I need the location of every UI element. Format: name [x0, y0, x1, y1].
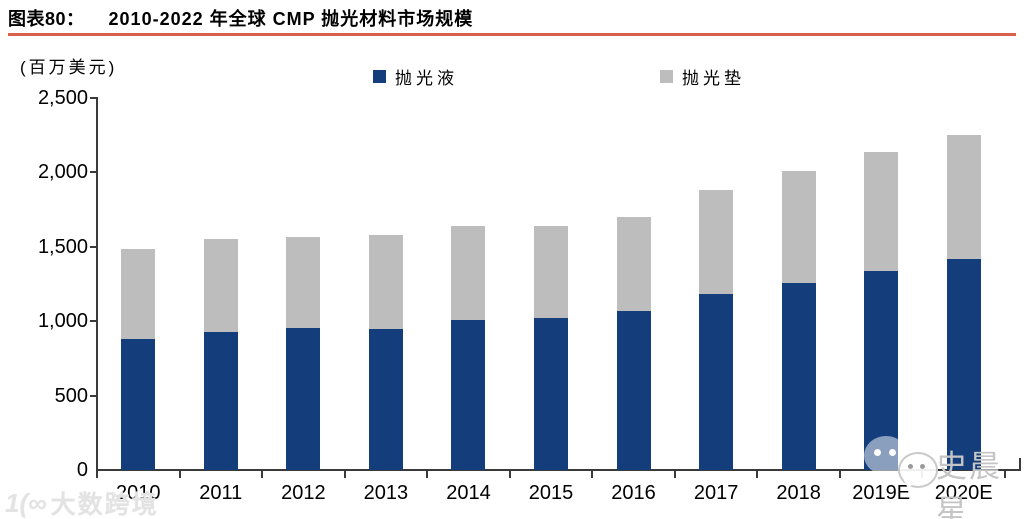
- dashukuajing-logo-text: 大数跨境: [50, 491, 159, 519]
- x-tick-label: 2016: [611, 482, 656, 504]
- x-axis-line: [96, 469, 1021, 471]
- bar-segment-s0-2018: [781, 282, 816, 470]
- bar-segment-s1-2013: [368, 234, 403, 329]
- bar-segment-s0-2013: [368, 328, 403, 470]
- bar-segment-s0-2020E: [946, 259, 981, 470]
- y-tick-label: 1,000: [37, 310, 88, 333]
- x-axis-tick: [96, 471, 98, 478]
- y-axis-unit-label: (百万美元): [20, 58, 118, 77]
- x-tick-label: 2019E: [852, 482, 911, 504]
- bar-segment-s1-2015: [534, 225, 568, 319]
- legend-item-pad: 抛光垫: [660, 64, 745, 89]
- bar-segment-s1-2019E: [864, 151, 899, 271]
- bar-segment-s1-2011: [203, 239, 238, 332]
- bar-segment-s1-2018: [781, 170, 816, 283]
- x-axis-tick: [178, 471, 181, 478]
- y-axis-tick: [90, 320, 96, 323]
- x-tick-label: 2011: [199, 482, 243, 504]
- x-tick-label: 2014: [446, 482, 491, 504]
- x-axis-tick: [343, 471, 346, 478]
- bar-segment-s1-2014: [451, 225, 486, 320]
- y-tick-label: 0: [76, 459, 88, 481]
- bar-segment-s1-2020E: [946, 135, 981, 260]
- dashukuajing-logo-icon: 1(∞: [5, 487, 47, 518]
- y-tick-label: 1,500: [37, 235, 88, 258]
- x-tick-label: 2012: [281, 482, 326, 504]
- watermark-site-logo: 1(∞ 大数跨境: [5, 485, 159, 519]
- bar-segment-s0-2016: [616, 310, 651, 470]
- legend-swatch-blue: [373, 70, 386, 83]
- y-axis-tick: [90, 97, 96, 99]
- chat-bubble-small-icon: [898, 452, 938, 492]
- y-tick-label: 2,500: [37, 87, 88, 109]
- figure-number-label: 图表80：: [8, 9, 85, 29]
- bar-segment-s1-2017: [699, 190, 734, 295]
- bar-segment-s1-2016: [616, 217, 651, 311]
- x-axis-tick: [838, 471, 841, 478]
- x-axis-tick: [591, 471, 594, 478]
- bar-segment-s0-2011: [203, 331, 238, 470]
- x-axis-tick: [1004, 471, 1006, 478]
- x-axis-tick: [508, 471, 511, 478]
- x-tick-label: 2018: [776, 482, 821, 504]
- bubble-eye-icon: [920, 464, 925, 469]
- y-tick-label: 2,000: [37, 161, 88, 184]
- x-tick-label: 2020E: [934, 482, 993, 504]
- watermark-author: 史晨星: [936, 449, 1002, 519]
- x-axis-end-cap: [1019, 458, 1021, 471]
- x-axis-tick: [261, 471, 264, 478]
- x-axis-tick: [756, 471, 759, 478]
- figure-header: 图表80： 2010-2022 年全球 CMP 抛光材料市场规模: [8, 5, 473, 31]
- legend-label-pad: 抛光垫: [682, 69, 745, 88]
- bar-segment-s0-2010: [121, 339, 156, 470]
- bubble-eye-icon: [874, 449, 881, 456]
- bubble-eye-icon: [889, 449, 896, 456]
- bar-segment-s0-2012: [286, 327, 321, 470]
- legend-swatch-gray: [660, 70, 673, 83]
- x-tick-label: 2013: [363, 482, 409, 504]
- bubble-eye-icon: [908, 464, 913, 469]
- x-tick-label: 2017: [693, 482, 739, 504]
- x-tick-label: 2010: [116, 482, 161, 504]
- title-underline-rule: [8, 33, 1016, 36]
- x-axis-tick: [673, 471, 676, 478]
- bar-segment-s1-2012: [286, 237, 321, 328]
- figure-title: 2010-2022 年全球 CMP 抛光材料市场规模: [108, 9, 474, 29]
- bar-segment-s0-2014: [451, 319, 486, 470]
- bar-segment-s0-2017: [699, 294, 734, 470]
- bar-segment-s1-2010: [121, 249, 156, 340]
- y-axis-tick: [90, 171, 96, 174]
- x-tick-label: 2015: [528, 482, 574, 504]
- x-axis-tick: [426, 471, 429, 478]
- legend-item-slurry: 抛光液: [373, 64, 458, 89]
- y-axis-tick: [90, 394, 96, 397]
- y-axis-tick: [90, 245, 96, 248]
- legend-label-slurry: 抛光液: [395, 69, 458, 88]
- bar-segment-s0-2015: [534, 318, 568, 470]
- y-axis-line: [96, 97, 98, 471]
- y-tick-label: 500: [54, 384, 88, 407]
